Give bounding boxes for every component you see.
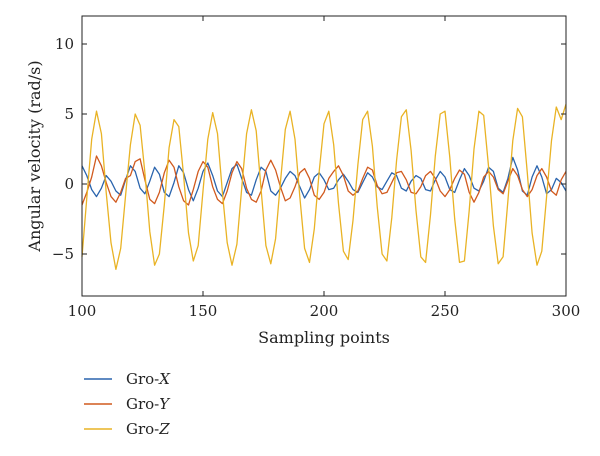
legend-label-y: Gro-Y (126, 395, 171, 413)
legend-label-axis: Z (158, 420, 170, 438)
legend-label-x: Gro-X (126, 370, 171, 388)
y-tick-label: −5 (52, 245, 74, 263)
legend-item-z: Gro-Z (84, 420, 170, 438)
plot-frame (81, 15, 567, 297)
x-tick-label: 150 (189, 302, 218, 320)
legend-item-x: Gro-X (84, 370, 171, 388)
plot-lines (81, 104, 567, 271)
ticks: 100 150 200 250 300 −5 0 5 10 (52, 16, 580, 320)
x-tick-label: 250 (431, 302, 460, 320)
legend-label-prefix: Gro- (126, 420, 159, 438)
legend-label-z: Gro-Z (126, 420, 170, 438)
series-line-y (81, 155, 567, 206)
x-tick-label: 100 (68, 302, 97, 320)
legend-label-prefix: Gro- (126, 395, 159, 413)
series-line-z (81, 104, 567, 271)
x-tick-label: 200 (310, 302, 339, 320)
series-line-x (81, 156, 567, 202)
x-tick-label: 300 (552, 302, 581, 320)
x-axis-label: Sampling points (258, 328, 390, 347)
y-axis-label: Angular velocity (rad/s) (25, 60, 44, 252)
legend-label-prefix: Gro- (126, 370, 159, 388)
y-tick-label: 5 (64, 105, 74, 123)
legend-label-axis: X (158, 370, 171, 388)
legend-item-y: Gro-Y (84, 395, 171, 413)
y-tick-label: 0 (64, 175, 74, 193)
y-tick-label: 10 (55, 35, 74, 53)
legend-label-axis: Y (159, 395, 171, 413)
